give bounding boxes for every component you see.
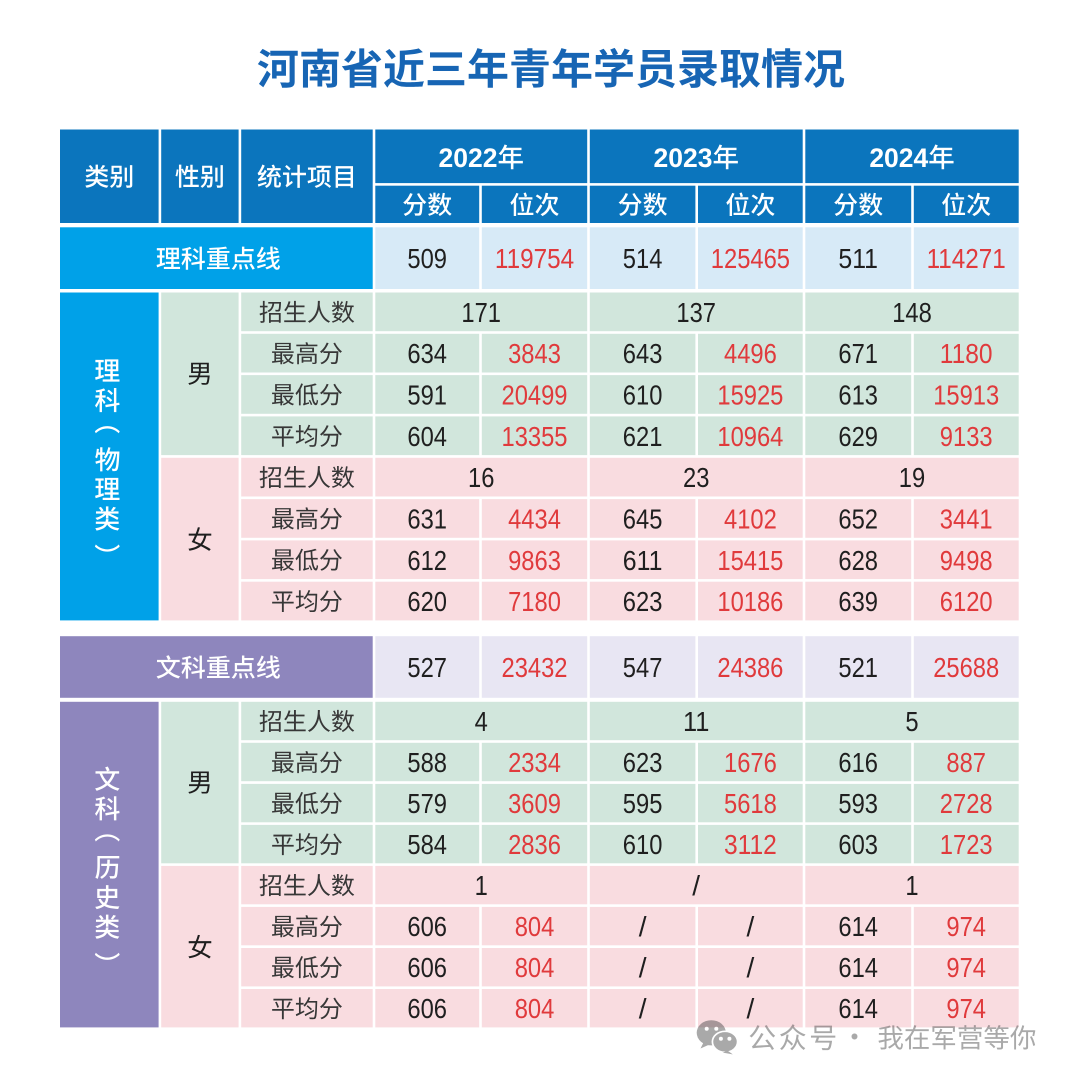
svg-text:13355: 13355 — [502, 421, 568, 452]
svg-text:15913: 15913 — [933, 380, 999, 411]
svg-text:804: 804 — [515, 993, 555, 1024]
svg-text:2023: 2023 — [654, 143, 713, 173]
svg-text:804: 804 — [515, 911, 555, 942]
svg-text:15925: 15925 — [717, 380, 783, 411]
svg-text:6120: 6120 — [940, 586, 993, 617]
svg-text:23: 23 — [683, 462, 709, 493]
svg-text:2022: 2022 — [439, 143, 498, 173]
svg-text:588: 588 — [407, 747, 447, 778]
svg-text:9863: 9863 — [508, 545, 561, 576]
svg-text:/: / — [639, 911, 647, 942]
svg-text:634: 634 — [407, 338, 447, 369]
svg-text:3441: 3441 — [940, 503, 993, 534]
svg-text:620: 620 — [407, 586, 447, 617]
svg-text:119754: 119754 — [495, 243, 574, 274]
svg-text:4434: 4434 — [508, 503, 561, 534]
svg-text:593: 593 — [838, 788, 878, 819]
svg-text:584: 584 — [407, 829, 447, 860]
svg-text:611: 611 — [623, 545, 663, 576]
svg-text:521: 521 — [838, 652, 878, 683]
svg-text:511: 511 — [838, 243, 878, 274]
svg-text:612: 612 — [407, 545, 447, 576]
svg-text:125465: 125465 — [711, 243, 790, 274]
svg-text:2024: 2024 — [869, 143, 928, 173]
svg-text:10964: 10964 — [717, 421, 783, 452]
svg-text:671: 671 — [838, 338, 878, 369]
svg-text:616: 616 — [838, 747, 878, 778]
svg-text:114271: 114271 — [927, 243, 1006, 274]
svg-text:9133: 9133 — [940, 421, 993, 452]
svg-text:171: 171 — [461, 297, 501, 328]
svg-text:509: 509 — [407, 243, 447, 274]
svg-text:3843: 3843 — [508, 338, 561, 369]
svg-text:4496: 4496 — [724, 338, 777, 369]
svg-text:1180: 1180 — [940, 338, 993, 369]
svg-text:631: 631 — [407, 503, 447, 534]
svg-text:595: 595 — [623, 788, 663, 819]
svg-text:137: 137 — [676, 297, 716, 328]
svg-text:606: 606 — [407, 993, 447, 1024]
svg-text:/: / — [639, 952, 647, 983]
svg-text:623: 623 — [623, 747, 663, 778]
svg-text:5: 5 — [905, 706, 918, 737]
svg-text:621: 621 — [623, 421, 663, 452]
svg-text:1676: 1676 — [724, 747, 777, 778]
svg-text:614: 614 — [838, 993, 878, 1024]
svg-text:9498: 9498 — [940, 545, 993, 576]
svg-text:974: 974 — [946, 993, 986, 1024]
svg-text:148: 148 — [892, 297, 932, 328]
svg-text:613: 613 — [838, 380, 878, 411]
svg-text:639: 639 — [838, 586, 878, 617]
svg-text:614: 614 — [838, 952, 878, 983]
svg-text:804: 804 — [515, 952, 555, 983]
svg-text:4: 4 — [475, 706, 488, 737]
svg-text:16: 16 — [468, 462, 494, 493]
svg-text:2334: 2334 — [508, 747, 561, 778]
svg-text:/: / — [692, 870, 700, 901]
svg-text:603: 603 — [838, 829, 878, 860]
svg-text:5618: 5618 — [724, 788, 777, 819]
svg-text:/: / — [747, 911, 755, 942]
svg-text:20499: 20499 — [502, 380, 568, 411]
svg-text:15415: 15415 — [717, 545, 783, 576]
svg-text:652: 652 — [838, 503, 878, 534]
svg-text:25688: 25688 — [933, 652, 999, 683]
svg-text:2728: 2728 — [940, 788, 993, 819]
svg-text:606: 606 — [407, 952, 447, 983]
svg-text:514: 514 — [623, 243, 663, 274]
svg-text:628: 628 — [838, 545, 878, 576]
svg-text:610: 610 — [623, 380, 663, 411]
svg-text:610: 610 — [623, 829, 663, 860]
svg-text:10186: 10186 — [717, 586, 783, 617]
svg-text:7180: 7180 — [508, 586, 561, 617]
svg-text:527: 527 — [407, 652, 447, 683]
svg-text:579: 579 — [407, 788, 447, 819]
svg-text:547: 547 — [623, 652, 663, 683]
svg-text:974: 974 — [946, 911, 986, 942]
svg-text:606: 606 — [407, 911, 447, 942]
svg-text:887: 887 — [946, 747, 986, 778]
svg-text:24386: 24386 — [717, 652, 783, 683]
svg-text:/: / — [747, 993, 755, 1024]
svg-text:11: 11 — [683, 706, 709, 737]
svg-text:19: 19 — [899, 462, 925, 493]
svg-text:604: 604 — [407, 421, 447, 452]
svg-text:974: 974 — [946, 952, 986, 983]
svg-text:1723: 1723 — [940, 829, 993, 860]
svg-text:643: 643 — [623, 338, 663, 369]
svg-text:23432: 23432 — [502, 652, 568, 683]
svg-text:3609: 3609 — [508, 788, 561, 819]
svg-text:614: 614 — [838, 911, 878, 942]
svg-text:629: 629 — [838, 421, 878, 452]
svg-text:591: 591 — [407, 380, 447, 411]
svg-text:1: 1 — [905, 870, 918, 901]
svg-text:/: / — [639, 993, 647, 1024]
svg-text:623: 623 — [623, 586, 663, 617]
svg-text:3112: 3112 — [724, 829, 777, 860]
svg-text:/: / — [747, 952, 755, 983]
svg-text:4102: 4102 — [724, 503, 777, 534]
svg-text:2836: 2836 — [508, 829, 561, 860]
svg-text:1: 1 — [475, 870, 488, 901]
svg-text:645: 645 — [623, 503, 663, 534]
